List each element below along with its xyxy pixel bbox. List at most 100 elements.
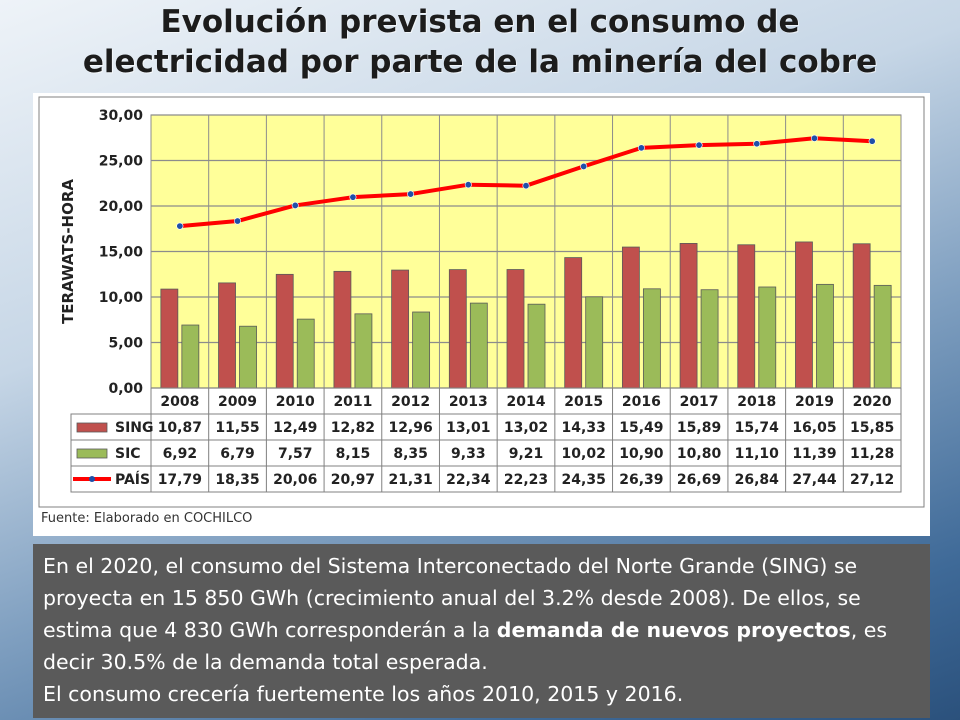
data-label: 26,69 <box>677 472 721 488</box>
data-label: 6,92 <box>163 446 198 462</box>
data-label: 9,33 <box>451 446 486 462</box>
data-label: 15,49 <box>619 420 663 436</box>
data-label: 10,90 <box>619 446 664 462</box>
data-label: 12,82 <box>331 420 375 436</box>
data-label: 27,44 <box>792 472 837 488</box>
bar-sic <box>181 324 200 389</box>
data-label: 14,33 <box>562 420 606 436</box>
point-pais <box>810 134 818 142</box>
data-label: 15,85 <box>850 420 894 436</box>
y-tick-label: 20,00 <box>99 199 144 215</box>
bar-sic <box>527 303 546 389</box>
bar-sic <box>700 289 719 389</box>
bar-sing <box>564 257 583 389</box>
title-line-2: electricidad por parte de la minería del… <box>82 44 878 80</box>
x-tick-label: 2009 <box>218 394 257 410</box>
data-label: 18,35 <box>215 472 259 488</box>
data-label: 16,05 <box>792 420 836 436</box>
bar-sing <box>506 269 525 389</box>
x-tick-label: 2014 <box>507 394 546 410</box>
bar-sic <box>412 311 431 389</box>
x-tick-label: 2016 <box>622 394 661 410</box>
x-tick-label: 2011 <box>333 394 372 410</box>
point-pais <box>234 217 242 225</box>
data-label: 8,15 <box>336 446 371 462</box>
point-pais <box>522 182 530 190</box>
bar-sic <box>585 296 604 389</box>
consumption-chart: 0,00 5,00 10,00 15,00 20,00 25,00 30,00 TERAWAT… <box>38 96 925 508</box>
y-tick-label: 15,00 <box>99 245 144 261</box>
bar-sing <box>852 243 871 389</box>
bar-sing <box>795 241 813 389</box>
data-label: 11,39 <box>792 446 836 462</box>
x-tick-label: 2018 <box>737 394 776 410</box>
summary-text-bold: demanda de nuevos proyectos <box>496 618 851 642</box>
data-label: 26,84 <box>735 472 780 488</box>
data-label: 10,80 <box>677 446 722 462</box>
data-label: 21,31 <box>388 472 432 488</box>
point-pais <box>753 140 761 148</box>
summary-textbox: En el 2020, el consumo del Sistema Inter… <box>33 544 930 718</box>
bar-sing <box>391 269 410 389</box>
data-label: 11,28 <box>850 446 894 462</box>
bar-sic <box>816 283 834 389</box>
summary-conclusion: El consumo crecería fuertemente los años… <box>43 682 684 706</box>
data-label: 27,12 <box>850 472 894 488</box>
data-label: 13,01 <box>446 420 490 436</box>
chart-figure: 0,00 5,00 10,00 15,00 20,00 25,00 30,00 TERAWAT… <box>33 93 930 536</box>
x-tick-label: 2019 <box>795 394 834 410</box>
point-pais <box>695 141 703 149</box>
point-pais <box>176 222 184 230</box>
x-tick-label: 2015 <box>564 394 603 410</box>
y-axis-label: TERAWATS-HORA <box>59 179 77 324</box>
data-label: 26,39 <box>619 472 663 488</box>
x-tick-label: 2020 <box>853 394 892 410</box>
x-tick-label: 2017 <box>680 394 719 410</box>
data-label: 15,74 <box>735 420 780 436</box>
data-label: 7,57 <box>278 446 313 462</box>
y-tick-label: 10,00 <box>99 290 144 306</box>
bar-sic <box>758 286 777 389</box>
legend-key-sic <box>76 448 108 459</box>
summary-text-a: En el 2020, el consumo del Sistema Inter… <box>43 554 861 642</box>
x-tick-label: 2010 <box>276 394 315 410</box>
x-tick-label: 2008 <box>160 394 199 410</box>
bar-sing <box>160 288 179 389</box>
bar-sing <box>679 243 698 389</box>
point-pais <box>464 181 472 189</box>
bar-sing <box>275 273 294 389</box>
data-label: 10,87 <box>158 420 202 436</box>
y-tick-label: 5,00 <box>108 336 143 352</box>
bar-sic <box>239 325 257 389</box>
bar-sic <box>469 302 488 389</box>
point-pais <box>637 144 645 152</box>
data-label: 12,96 <box>388 420 432 436</box>
y-tick-label: 25,00 <box>99 154 144 170</box>
legend-label-país: PAÍS <box>115 471 150 488</box>
table-frame <box>70 413 902 493</box>
y-tick-label: 30,00 <box>99 108 144 124</box>
data-label: 8,35 <box>393 446 428 462</box>
point-pais <box>580 162 588 170</box>
summary-text-b: , es decir 30.5% de la demanda total esp… <box>43 618 888 674</box>
data-label: 15,89 <box>677 420 721 436</box>
data-label: 11,55 <box>215 420 259 436</box>
data-label: 17,79 <box>158 472 202 488</box>
data-label: 13,02 <box>504 420 548 436</box>
slide-title: Evolución prevista en el consumo de elec… <box>0 2 960 82</box>
bar-sic <box>642 288 661 389</box>
data-label: 12,49 <box>273 420 317 436</box>
bar-sic <box>873 284 892 389</box>
x-tick-label: 2012 <box>391 394 430 410</box>
legend-label-sic: SIC <box>115 446 141 462</box>
data-label: 6,79 <box>220 446 255 462</box>
legend-label-sing: SING <box>115 420 154 436</box>
bar-sing <box>737 244 756 389</box>
legend-key-pais-marker <box>89 476 95 482</box>
data-label: 20,06 <box>273 472 317 488</box>
data-label: 22,23 <box>504 472 548 488</box>
point-pais <box>291 201 299 209</box>
data-label: 9,21 <box>509 446 544 462</box>
bar-sic <box>296 318 315 389</box>
data-label: 10,02 <box>562 446 606 462</box>
